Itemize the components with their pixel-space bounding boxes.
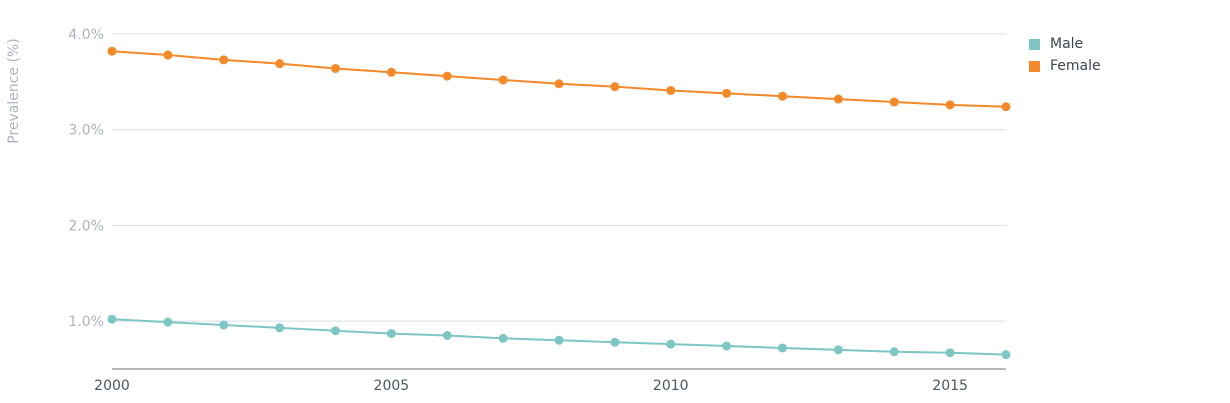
legend-swatch-female xyxy=(1029,60,1040,72)
data-point-male[interactable] xyxy=(498,333,508,343)
data-point-female[interactable] xyxy=(498,75,508,85)
x-tick-label: 2005 xyxy=(374,378,410,394)
legend: Male Female xyxy=(1029,33,1101,77)
legend-label-female: Female xyxy=(1050,58,1101,74)
legend-item-female[interactable]: Female xyxy=(1029,55,1101,77)
data-point-male[interactable] xyxy=(833,345,843,355)
series-layer xyxy=(107,46,1011,360)
data-point-male[interactable] xyxy=(610,337,620,347)
data-point-male[interactable] xyxy=(442,331,452,340)
data-point-male[interactable] xyxy=(107,314,117,324)
data-point-female[interactable] xyxy=(1001,102,1011,112)
series-line-female xyxy=(111,50,1007,108)
series-male xyxy=(107,314,1011,360)
data-point-female[interactable] xyxy=(386,67,396,77)
data-point-female[interactable] xyxy=(666,85,676,95)
data-point-male[interactable] xyxy=(1001,350,1011,360)
data-point-male[interactable] xyxy=(275,323,285,333)
data-point-female[interactable] xyxy=(833,94,843,104)
data-point-female[interactable] xyxy=(945,100,955,110)
gridlines xyxy=(112,33,1006,322)
x-axis-ticks: 2000 2005 2010 2015 xyxy=(94,378,968,394)
data-point-male[interactable] xyxy=(722,341,732,351)
data-point-male[interactable] xyxy=(889,347,899,357)
x-tick-label: 2015 xyxy=(932,378,968,394)
data-point-male[interactable] xyxy=(331,326,340,336)
data-point-female[interactable] xyxy=(163,50,173,60)
data-point-female[interactable] xyxy=(219,55,229,65)
data-point-female[interactable] xyxy=(554,79,564,89)
legend-item-male[interactable]: Male xyxy=(1029,33,1101,55)
data-point-female[interactable] xyxy=(442,71,452,81)
data-point-male[interactable] xyxy=(163,317,173,327)
y-tick-label: 4.0% xyxy=(68,27,104,43)
y-tick-label: 1.0% xyxy=(68,314,104,330)
y-axis-ticks: 1.0% 2.0% 3.0% 4.0% xyxy=(68,27,104,330)
data-point-female[interactable] xyxy=(331,63,340,73)
data-point-male[interactable] xyxy=(219,320,229,330)
legend-label-male: Male xyxy=(1050,36,1084,52)
data-point-male[interactable] xyxy=(778,343,787,353)
data-point-male[interactable] xyxy=(945,348,955,358)
x-tick-label: 2010 xyxy=(653,378,689,394)
series-female xyxy=(107,46,1011,112)
y-tick-label: 3.0% xyxy=(68,123,104,139)
data-point-male[interactable] xyxy=(554,335,564,345)
y-axis-label: Prevalence (%) xyxy=(6,38,22,144)
data-point-female[interactable] xyxy=(889,97,899,107)
data-point-female[interactable] xyxy=(107,46,117,56)
data-point-female[interactable] xyxy=(275,59,285,69)
y-tick-label: 2.0% xyxy=(68,218,104,234)
x-tick-label: 2000 xyxy=(94,378,130,394)
data-point-female[interactable] xyxy=(610,82,620,92)
data-point-female[interactable] xyxy=(722,88,732,98)
legend-swatch-male xyxy=(1029,38,1040,50)
data-point-male[interactable] xyxy=(666,339,676,349)
data-point-female[interactable] xyxy=(778,91,787,101)
data-point-male[interactable] xyxy=(386,329,396,339)
